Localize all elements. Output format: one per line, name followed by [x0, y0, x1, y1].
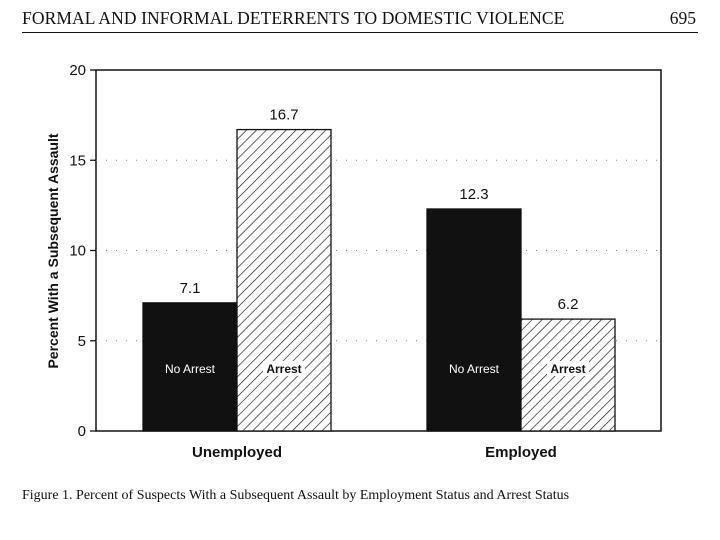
figure-caption: Figure 1. Percent of Suspects With a Sub…: [22, 488, 570, 503]
series-label-in-bar: Arrest: [266, 362, 301, 376]
series-label-backdrop: [547, 361, 589, 376]
x-category-label: Employed: [485, 444, 557, 461]
y-tick-label: 10: [69, 243, 86, 260]
bar-value-label: 12.3: [459, 186, 488, 203]
x-category-label: Unemployed: [192, 444, 282, 461]
page-number: 695: [669, 8, 696, 28]
y-tick-label: 5: [78, 333, 86, 350]
axes: 0 5 10 15 20 Unemployed Employed: [69, 62, 557, 461]
bar-value-label: 6.2: [558, 296, 579, 313]
series-label-in-bar: No Arrest: [449, 362, 500, 376]
bar-value-label: 7.1: [180, 280, 201, 297]
bar-value-label: 16.7: [269, 107, 298, 124]
running-head: FORMAL AND INFORMAL DETERRENTS TO DOMEST…: [22, 8, 565, 28]
bar-no-arrest: [426, 208, 522, 432]
bar-arrest: [236, 128, 332, 432]
y-tick-label: 20: [69, 62, 86, 79]
y-tick-label: 15: [69, 152, 86, 169]
series-label-in-bar: No Arrest: [165, 362, 216, 376]
y-tick-label: 0: [78, 423, 86, 440]
series-label-backdrop: [263, 361, 305, 376]
bar-no-arrest: [142, 302, 238, 432]
bars: 7.1 No Arrest 16.7 Arrest 12.3 No Arrest 6.2 Ar…: [142, 107, 616, 432]
page-header: FORMAL AND INFORMAL DETERRENTS TO DOMEST…: [22, 6, 698, 33]
y-axis-label: Percent With a Subsequent Assault: [45, 133, 61, 368]
series-label-in-bar: Arrest: [550, 362, 585, 376]
